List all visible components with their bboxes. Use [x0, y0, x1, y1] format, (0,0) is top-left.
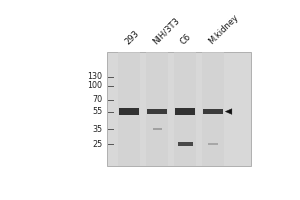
- Text: 35: 35: [92, 125, 103, 134]
- Bar: [208, 143, 218, 145]
- Text: 55: 55: [92, 107, 103, 116]
- Text: C6: C6: [179, 32, 193, 46]
- Text: 100: 100: [88, 81, 103, 90]
- Bar: [119, 108, 139, 115]
- Bar: [118, 52, 140, 166]
- Bar: [146, 52, 168, 166]
- Bar: [203, 109, 223, 114]
- Text: 70: 70: [92, 95, 103, 104]
- Bar: [107, 52, 251, 166]
- Bar: [174, 52, 196, 166]
- Polygon shape: [225, 109, 232, 114]
- Text: NIH/3T3: NIH/3T3: [151, 16, 181, 46]
- Text: 25: 25: [92, 140, 103, 149]
- Text: M.kidney: M.kidney: [207, 13, 240, 46]
- Bar: [175, 108, 195, 115]
- Bar: [178, 142, 193, 146]
- Bar: [147, 109, 167, 114]
- Bar: [202, 52, 224, 166]
- Bar: [153, 128, 162, 130]
- Text: 293: 293: [123, 29, 141, 46]
- Text: 130: 130: [88, 72, 103, 81]
